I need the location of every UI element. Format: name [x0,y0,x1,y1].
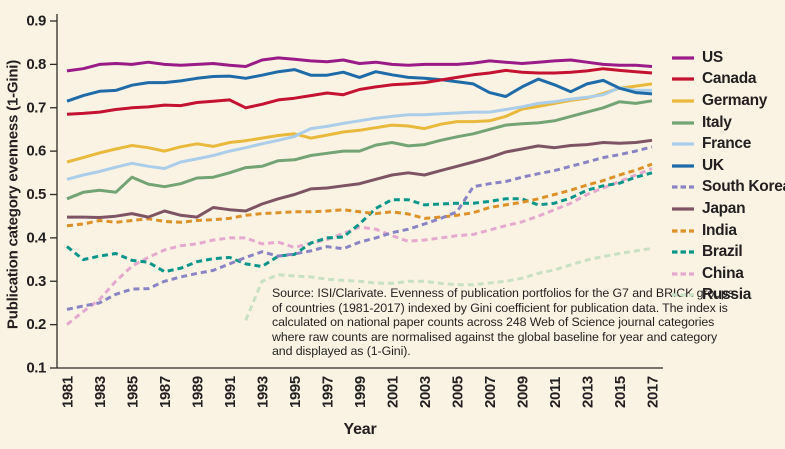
source-note-line: Source: ISI/Clarivate. Evenness of publi… [272,286,734,300]
series-line-uk [66,68,653,103]
series-line-china [66,167,653,326]
y-tick-label: 0.5 [26,186,46,203]
legend-label-italy: Italy [702,113,732,131]
legend-label-brazil: Brazil [702,243,743,261]
source-note-line: where raw counts are normalised against … [272,329,718,344]
y-axis-tick-labels: 0.9 0.8 0.7 0.6 0.5 0.4 0.3 0.2 0.1 [26,13,47,377]
y-axis-title: Publication category evenness (1-Gini) [4,59,22,330]
legend-label-india: India [702,221,737,239]
legend-swatch-us [672,56,694,60]
x-tick-label: 1989 [190,376,207,408]
legend-item-italy: Italy [671,112,785,134]
legend-item-japan: Japan [671,198,785,220]
legend: US Canada Germany Italy France UK South Korea J… [671,47,785,306]
x-tick-label: 1983 [92,376,109,408]
legend-label-china: China [702,264,744,282]
legend-item-canada: Canada [671,69,785,91]
x-tick-label: 2001 [385,376,402,408]
source-note-line: calculated on national paper counts acro… [272,315,715,330]
legend-label-canada: Canada [702,70,757,88]
series-line-japan [67,138,653,219]
legend-item-russia: Russia [671,285,785,307]
y-tick-label: 0.9 [26,13,46,30]
x-tick-label: 1993 [255,376,272,408]
legend-swatch-germany [672,99,694,103]
legend-swatch-uk [672,164,694,168]
x-tick-label: 1985 [125,376,142,408]
legend-label-russia: Russia [702,286,752,304]
x-tick-label: 2011 [547,377,564,408]
legend-label-germany: Germany [702,91,768,109]
series-line-italy [66,99,653,201]
legend-label-france: France [702,135,752,153]
x-axis-tick-labels: 1981 1983 1985 1987 1989 1991 1993 1995 1997 1999… [60,376,662,408]
series-line-france [66,86,652,181]
y-tick-label: 0.1 [26,360,46,377]
y-tick-label: 0.8 [26,56,46,73]
legend-item-uk: UK [671,155,785,177]
legend-label-south-korea: South Korea [702,178,785,196]
series-line-russia [244,246,653,321]
series-line-us [66,56,653,73]
legend-swatch-brazil [672,250,694,254]
legend-swatch-italy [672,120,694,125]
x-tick-label: 1999 [352,376,369,408]
legend-swatch-japan [672,207,694,211]
legend-label-japan: Japan [702,199,746,217]
source-note-line: of countries (1981-2017) indexed by Gini… [272,300,728,315]
series-line-canada [66,67,653,116]
legend-swatch-france [672,142,694,146]
x-tick-label: 2015 [612,376,629,408]
y-tick-label: 0.2 [26,316,46,333]
y-tick-label: 0.7 [26,99,46,116]
x-tick-label: 1997 [320,376,337,408]
legend-item-china: China [671,263,785,285]
legend-swatch-south-korea [672,185,694,189]
legend-label-us: US [702,48,723,66]
x-tick-label: 1987 [157,376,174,408]
axes [50,14,663,369]
x-axis-title: Year [343,421,377,438]
x-tick-label: 1991 [222,376,239,408]
legend-swatch-china [672,272,694,276]
series-line-germany [66,82,653,164]
legend-item-france: France [671,133,785,155]
series-line-south-korea [66,145,653,311]
legend-label-uk: UK [702,156,724,174]
legend-swatch-russia [672,293,694,297]
series-line-india [66,162,653,228]
x-tick-label: 1981 [60,376,77,408]
legend-item-us: US [671,47,785,69]
y-tick-label: 0.4 [26,229,47,246]
source-note: Source: ISI/Clarivate. Evenness of publi… [272,286,734,359]
source-note-line: and displayed as (1-Gini). [272,344,411,359]
legend-item-germany: Germany [671,90,785,112]
legend-item-south-korea: South Korea [671,177,785,199]
series-line-brazil [66,171,653,274]
series-lines [66,56,653,326]
x-tick-label: 2007 [482,376,499,408]
x-tick-label: 2017 [645,376,662,408]
y-tick-label: 0.3 [26,273,46,290]
legend-swatch-canada [672,77,694,81]
legend-item-india: India [671,220,785,242]
x-tick-label: 2003 [417,376,434,408]
legend-swatch-india [672,228,694,233]
x-tick-label: 2005 [450,376,467,408]
x-tick-label: 2013 [580,376,597,408]
legend-item-brazil: Brazil [671,241,785,263]
x-tick-label: 2009 [515,376,532,408]
x-tick-label: 1995 [287,376,304,408]
y-tick-label: 0.6 [26,143,46,160]
